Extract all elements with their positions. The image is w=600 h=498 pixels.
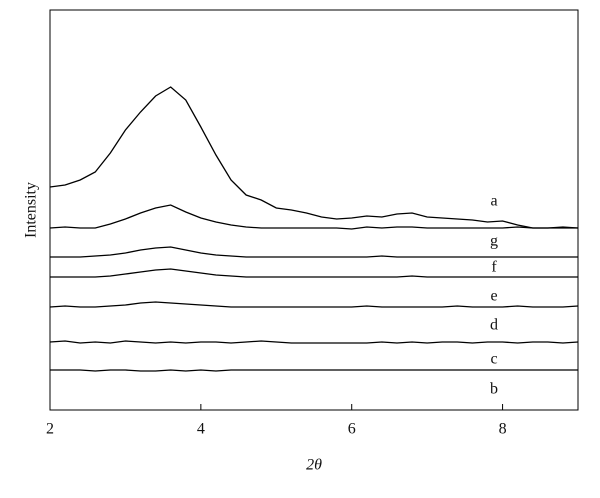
series-line: [49, 204, 578, 230]
series-line: [49, 86, 579, 229]
series-line: [49, 340, 579, 344]
series-line: [50, 369, 578, 372]
y-axis-label: Intensity: [23, 182, 40, 238]
series-label: d: [490, 317, 498, 334]
series-line: [50, 268, 578, 278]
plot-frame: [49, 9, 579, 411]
series-label: b: [490, 381, 498, 398]
series-line: [50, 246, 578, 258]
series-label: a: [490, 193, 497, 210]
x-axis-label: 2θ: [306, 457, 322, 474]
x-tick-label: 4: [197, 421, 205, 438]
x-tick-label: 8: [499, 421, 507, 438]
series-line: [49, 301, 579, 308]
x-tick-label: 6: [348, 421, 356, 438]
series-label: g: [490, 233, 498, 250]
series-label: e: [490, 288, 497, 305]
series-label: f: [491, 259, 497, 276]
x-tick-label: 2: [46, 421, 54, 438]
series-label: c: [490, 351, 497, 368]
